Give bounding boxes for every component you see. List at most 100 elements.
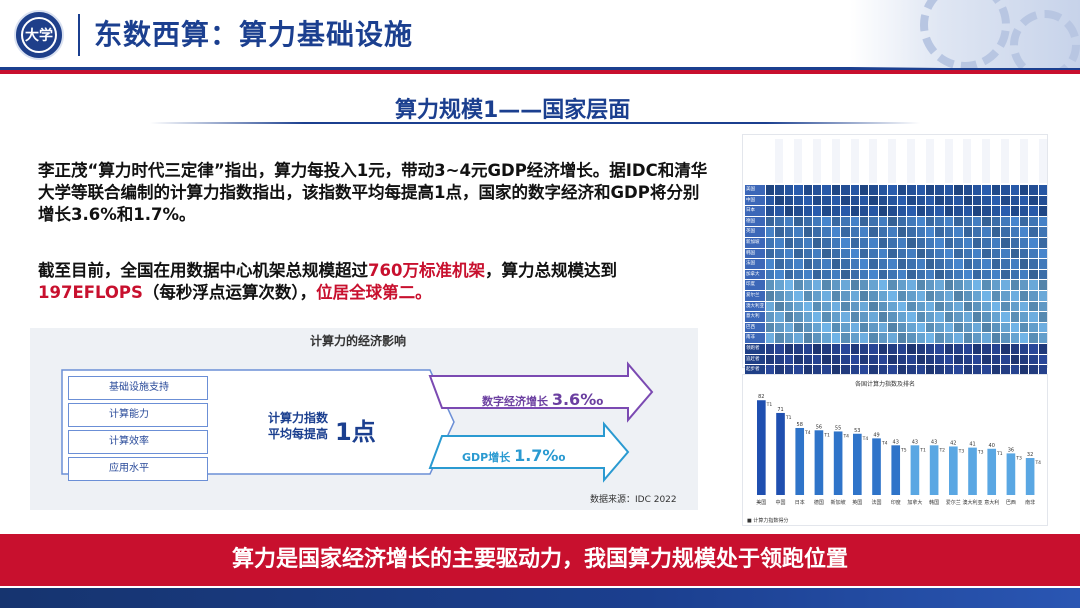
table-cell [775, 290, 784, 301]
table-cell [982, 259, 991, 269]
table-cell [1001, 365, 1010, 375]
table-cell [775, 343, 784, 354]
table-cell [907, 195, 916, 206]
table-row-country: 中国 [745, 195, 765, 206]
table-row-country: 美国 [745, 185, 765, 195]
table-cell [831, 259, 841, 269]
table-cell [1010, 290, 1019, 301]
table-cell [822, 365, 831, 375]
table-cell [766, 206, 775, 216]
table-cell [888, 248, 897, 259]
table-cell [841, 365, 850, 375]
table-row: 印度 [745, 280, 1048, 290]
table-cell [784, 322, 794, 333]
bar-tier-label: T3 [1015, 455, 1022, 461]
table-cell [1029, 206, 1038, 216]
table-cell [1001, 343, 1010, 354]
table-cell [907, 206, 916, 216]
table-cell [841, 248, 850, 259]
bar-value-label: 42 [950, 440, 956, 446]
table-cell [935, 216, 944, 227]
table-row-country: 印度 [745, 280, 765, 290]
table-cell [831, 237, 841, 248]
table-cell [1010, 280, 1019, 290]
table-cell [1038, 322, 1048, 333]
table-cell [1010, 269, 1019, 280]
table-cell [954, 248, 963, 259]
table-cell [822, 206, 831, 216]
table-cell [888, 343, 897, 354]
table-row-country: 领跑者 [745, 343, 765, 354]
table-cell [888, 185, 897, 195]
table-cell [925, 269, 935, 280]
table-row: 加拿大 [745, 269, 1048, 280]
table-cell [944, 290, 954, 301]
output2-value: 1.7‰ [514, 446, 566, 465]
table-cell [897, 248, 907, 259]
table-cell [1001, 259, 1010, 269]
table-cell [822, 216, 831, 227]
table-cell [784, 365, 794, 375]
table-cell [841, 343, 850, 354]
bar-tier-label: T3 [977, 450, 984, 456]
table-cell [794, 280, 803, 290]
table-cell [944, 227, 954, 237]
table-header-cell [869, 139, 878, 183]
table-cell [775, 206, 784, 216]
table-row: 巴西 [745, 322, 1048, 333]
impact-title: 计算力的经济影响 [310, 334, 407, 348]
table-cell [784, 259, 794, 269]
table-cell [841, 333, 850, 343]
table-cell [860, 280, 869, 290]
table-cell [1010, 237, 1019, 248]
table-cell [1001, 354, 1010, 365]
table-cell [897, 259, 907, 269]
table-header-cell [1010, 139, 1019, 183]
table-cell [813, 227, 822, 237]
table-cell [963, 290, 972, 301]
table-header-cell [935, 139, 944, 183]
table-cell [916, 365, 925, 375]
bar-mark [1025, 458, 1035, 495]
table-cell [916, 301, 925, 312]
table-cell [1038, 216, 1048, 227]
table-cell [831, 343, 841, 354]
table-cell [869, 365, 878, 375]
table-row-country: 澳大利亚 [745, 301, 765, 312]
table-cell [860, 248, 869, 259]
table-cell [784, 227, 794, 237]
table-row-country: 追赶者 [745, 354, 765, 365]
bar-category-label: 印度 [891, 499, 901, 506]
table-cell [925, 280, 935, 290]
table-cell [944, 206, 954, 216]
table-cell [963, 237, 972, 248]
table-cell [869, 280, 878, 290]
table-cell [888, 312, 897, 322]
bar-chart: 各国计算力指数及排名 82 T1 美国 71 T1 中国 58 T4 日本 56 T1 德国 55 T4 新… [742, 374, 1048, 526]
table-cell [794, 343, 803, 354]
table-cell [982, 195, 991, 206]
table-header-cell [794, 139, 803, 183]
input-capacity: 计算能力 [68, 403, 208, 427]
table-cell [925, 185, 935, 195]
table-cell [888, 354, 897, 365]
table-cell [935, 322, 944, 333]
table-cell [972, 216, 982, 227]
para2-text-1: 截至目前，全国在用数据中心机架总规模超过 [38, 261, 368, 280]
bar-tier-label: T4 [1034, 460, 1041, 466]
table-cell [869, 237, 878, 248]
table-cell [766, 290, 775, 301]
table-cell [766, 237, 775, 248]
table-cell [794, 237, 803, 248]
table-cell [831, 354, 841, 365]
table-cell [850, 259, 860, 269]
table-cell [766, 259, 775, 269]
table-cell [954, 343, 963, 354]
table-cell [925, 248, 935, 259]
bar-category-label: 加拿大 [907, 499, 922, 506]
para2-highlight-racks: 760万标准机架 [368, 261, 485, 280]
bar-mark [872, 438, 881, 495]
table-cell [1038, 343, 1048, 354]
table-cell [963, 322, 972, 333]
table-cell [850, 195, 860, 206]
